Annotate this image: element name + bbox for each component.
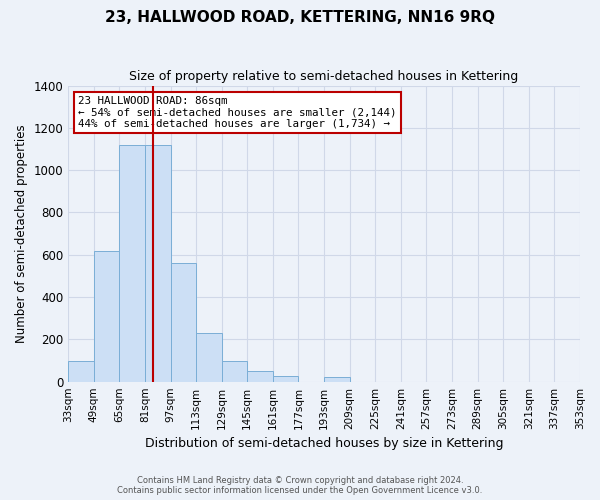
X-axis label: Distribution of semi-detached houses by size in Kettering: Distribution of semi-detached houses by … xyxy=(145,437,503,450)
Bar xyxy=(68,360,94,382)
Bar xyxy=(145,145,170,382)
Y-axis label: Number of semi-detached properties: Number of semi-detached properties xyxy=(15,124,28,343)
Bar xyxy=(247,371,273,382)
Bar xyxy=(170,263,196,382)
Bar xyxy=(273,376,298,382)
Text: Contains HM Land Registry data © Crown copyright and database right 2024.
Contai: Contains HM Land Registry data © Crown c… xyxy=(118,476,482,495)
Bar xyxy=(324,378,350,382)
Text: 23 HALLWOOD ROAD: 86sqm
← 54% of semi-detached houses are smaller (2,144)
44% of: 23 HALLWOOD ROAD: 86sqm ← 54% of semi-de… xyxy=(79,96,397,129)
Title: Size of property relative to semi-detached houses in Kettering: Size of property relative to semi-detach… xyxy=(130,70,519,83)
Bar xyxy=(119,145,145,382)
Bar xyxy=(196,333,222,382)
Bar xyxy=(94,250,119,382)
Bar xyxy=(222,360,247,382)
Text: 23, HALLWOOD ROAD, KETTERING, NN16 9RQ: 23, HALLWOOD ROAD, KETTERING, NN16 9RQ xyxy=(105,10,495,25)
